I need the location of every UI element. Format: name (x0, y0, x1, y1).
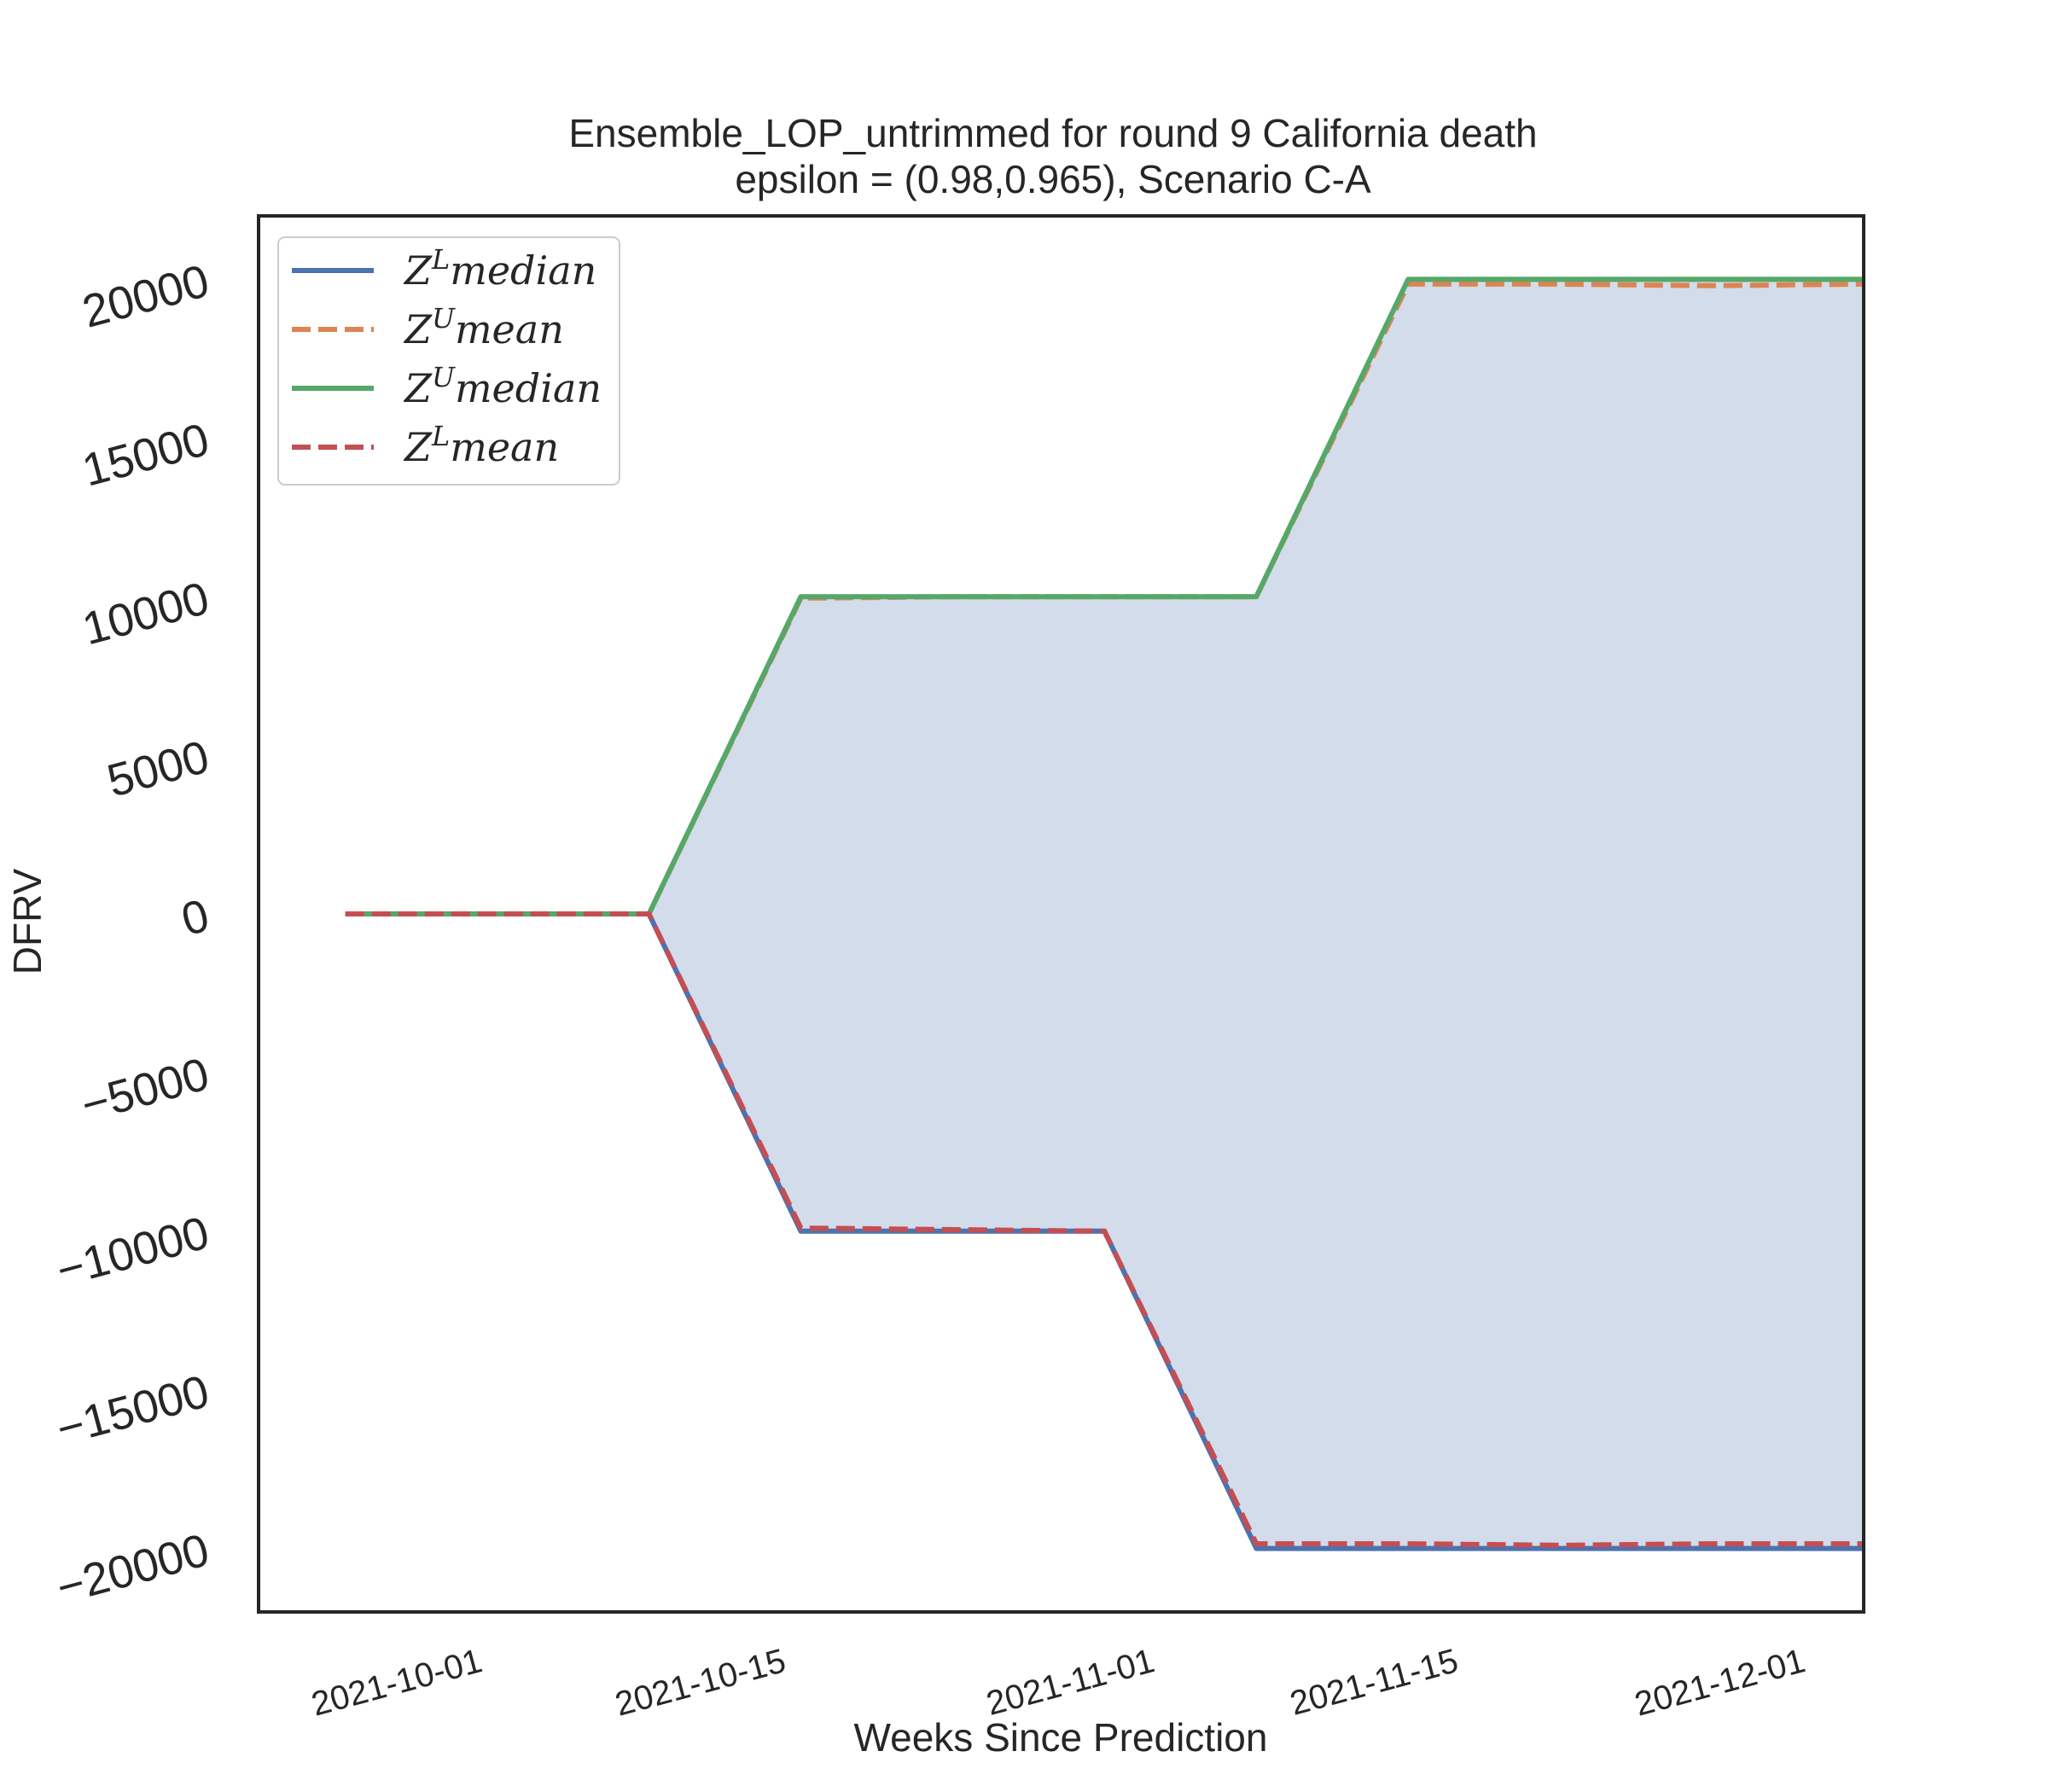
y-tick-label: −15000 (51, 1365, 214, 1455)
legend-label: ZLmean (403, 420, 559, 470)
x-tick-label: 2021-11-15 (1286, 1642, 1462, 1723)
y-tick-label: 20000 (78, 255, 215, 338)
x-tick-label: 2021-10-01 (307, 1642, 486, 1723)
legend-box (277, 236, 620, 486)
x-tick-label: 2021-10-15 (611, 1642, 789, 1723)
legend-label: ZLmedian (403, 243, 596, 294)
legend-label: ZUmean (403, 302, 564, 352)
chart-subtitle: epsilon = (0.98,0.965), Scenario C-A (735, 157, 1371, 201)
y-tick-label: −20000 (51, 1524, 214, 1614)
y-axis: −20000 −15000 −10000 −5000 0 5000 10000 15000 20… (51, 255, 214, 1614)
y-tick-label: −10000 (51, 1207, 214, 1296)
y-tick-label: 15000 (78, 414, 215, 497)
y-tick-label: 5000 (102, 731, 215, 807)
legend-label: ZUmedian (403, 361, 602, 411)
plot-frame (257, 214, 1865, 1614)
chart-title: Ensemble_LOP_untrimmed for round 9 Calif… (568, 111, 1537, 155)
y-axis-label: DFRV (5, 868, 49, 975)
series-line-4 (345, 911, 1864, 1548)
legend: ZLmedian ZUmean ZUmedian ZLmean (277, 236, 620, 486)
x-tick-label: 2021-12-01 (1631, 1642, 1809, 1723)
x-axis: 2021-10-01 2021-10-15 2021-11-01 2021-11-15… (307, 1642, 1809, 1723)
x-tick-label: 2021-11-01 (982, 1642, 1158, 1723)
y-tick-label: 10000 (78, 573, 215, 655)
y-tick-label: 0 (177, 890, 215, 946)
x-axis-label: Weeks Since Prediction (854, 1715, 1268, 1760)
plot-area (345, 276, 1865, 1551)
y-tick-label: −5000 (76, 1049, 214, 1132)
